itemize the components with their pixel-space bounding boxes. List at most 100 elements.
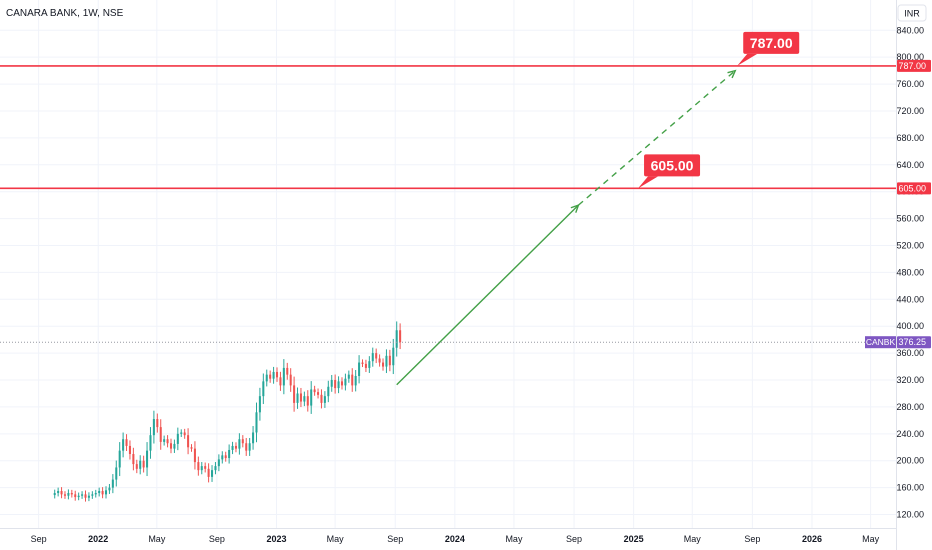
projection-path[interactable]: [396, 69, 737, 386]
candle-body: [296, 393, 299, 403]
candle: [214, 462, 217, 475]
candle: [344, 373, 347, 391]
candle-body: [224, 455, 227, 459]
time-tick-label: 2024: [445, 534, 465, 544]
price-axis-background: [896, 0, 932, 550]
candle-body: [57, 491, 60, 494]
candle: [224, 451, 227, 462]
candle: [156, 413, 159, 433]
time-tick-label: Sep: [209, 534, 225, 544]
candle: [74, 490, 77, 501]
currency-button[interactable]: INR: [897, 4, 927, 22]
candle-body: [118, 450, 121, 468]
candle: [388, 349, 391, 372]
candle: [286, 362, 289, 380]
candle-body: [330, 380, 333, 387]
candle: [337, 376, 340, 394]
candle-body: [344, 378, 347, 386]
candle-body: [217, 459, 220, 467]
candle-body: [340, 381, 344, 386]
candle-body: [231, 445, 234, 450]
candle-body: [317, 392, 320, 395]
candle-body: [176, 433, 179, 444]
candle: [279, 371, 282, 391]
callout-box: [644, 154, 701, 177]
candle-body: [364, 363, 367, 368]
candle-body: [371, 353, 374, 362]
price-tick-label: 520.00: [896, 241, 924, 251]
candle: [94, 489, 97, 498]
candle-body: [337, 381, 340, 389]
candle: [125, 434, 128, 451]
candle: [108, 484, 111, 494]
candle-body: [320, 394, 323, 403]
callout-label: 787.00: [750, 35, 793, 51]
time-tick-label: 2023: [267, 534, 287, 544]
candle: [358, 355, 361, 384]
candle-body: [214, 466, 217, 471]
candle-body: [313, 389, 316, 393]
candle-body: [248, 443, 251, 451]
time-axis[interactable]: Sep 2022 May Sep 2023 May Sep 2024 May Sep 2025 May…: [0, 528, 896, 550]
candle: [207, 463, 210, 483]
candle-body: [128, 445, 131, 455]
currency-label: INR: [904, 9, 920, 19]
time-tick-label: 2025: [624, 534, 644, 544]
candle-body: [200, 466, 203, 471]
candle: [159, 419, 162, 450]
projection-solid-leg[interactable]: [396, 204, 579, 386]
candle-body: [252, 432, 255, 444]
candle: [334, 374, 337, 394]
horizontal-levels[interactable]: [0, 65, 896, 190]
price-axis[interactable]: 120.00 160.00 200.00 240.00 280.00 320.00 360.…: [896, 0, 932, 550]
candle: [204, 462, 207, 473]
candle: [111, 474, 114, 494]
price-tick-label: 360.00: [896, 348, 924, 358]
candle-body: [108, 487, 111, 491]
candle-body: [104, 490, 108, 495]
price-tick-label: 320.00: [896, 375, 924, 385]
candle-body: [392, 347, 395, 366]
candle-body: [204, 466, 207, 469]
candle-body: [238, 439, 241, 449]
candle: [211, 465, 214, 482]
last-price-badge: CANBK 376.25: [865, 336, 931, 349]
candle-body: [190, 447, 193, 449]
symbol-badge-label: CANBK: [866, 337, 896, 347]
candlestick-series: [53, 321, 402, 502]
candle-body: [211, 470, 214, 477]
candle: [70, 489, 73, 498]
price-tick-label: 160.00: [896, 483, 924, 493]
currency-button-frame: [897, 4, 927, 22]
candle: [53, 489, 56, 499]
candle: [347, 370, 350, 383]
candle-body: [303, 396, 306, 402]
candle: [320, 389, 323, 409]
candle-body: [152, 419, 155, 436]
candle: [272, 366, 275, 384]
projection-dashed-leg[interactable]: [577, 70, 736, 206]
price-tick-label: 480.00: [896, 267, 924, 277]
candle: [180, 429, 183, 437]
candle: [193, 441, 196, 470]
candle: [135, 459, 138, 474]
candle-body: [122, 439, 125, 451]
chart-title: CANARA BANK, 1W, NSE: [6, 8, 124, 19]
grid-lines: [0, 0, 896, 528]
level-callout: 787.00: [737, 31, 800, 66]
time-tick-label: May: [505, 534, 523, 544]
candle: [60, 487, 63, 499]
candle: [340, 377, 344, 390]
candle-body: [323, 396, 326, 403]
candle: [330, 374, 333, 392]
candle: [166, 435, 169, 448]
time-tick-label: May: [327, 534, 345, 544]
price-tick-label: 400.00: [896, 321, 924, 331]
candle-body: [289, 374, 292, 386]
candle: [122, 432, 125, 458]
candle-body: [183, 432, 186, 436]
candle-body: [101, 491, 104, 495]
candle-body: [265, 374, 268, 382]
candle: [395, 321, 398, 357]
